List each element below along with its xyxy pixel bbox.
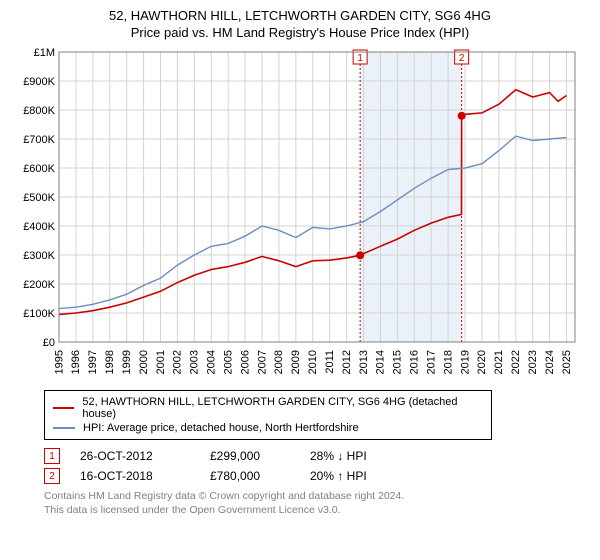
sale-marker-2: 2: [44, 468, 60, 484]
legend-item-property: 52, HAWTHORN HILL, LETCHWORTH GARDEN CIT…: [53, 395, 483, 421]
chart-area: £0 £100K £200K £300K £400K £500K £600K £700K £80…: [15, 44, 585, 384]
footer-line2: This data is licensed under the Open Gov…: [44, 504, 600, 518]
chart-title-line2: Price paid vs. HM Land Registry's House …: [0, 25, 600, 40]
svg-text:£0: £0: [43, 337, 55, 349]
page-root: 52, HAWTHORN HILL, LETCHWORTH GARDEN CIT…: [0, 0, 600, 517]
svg-text:2022: 2022: [510, 350, 522, 374]
svg-text:1998: 1998: [104, 350, 116, 374]
svg-text:2020: 2020: [476, 350, 488, 374]
svg-text:£800K: £800K: [23, 105, 55, 117]
sale-marker-2-num: 2: [49, 471, 55, 482]
legend-swatch-property: [53, 407, 74, 409]
svg-text:2003: 2003: [189, 350, 201, 374]
svg-text:2: 2: [459, 53, 465, 64]
svg-text:£1M: £1M: [34, 47, 55, 59]
svg-text:£900K: £900K: [23, 76, 55, 88]
line-chart-svg: £0 £100K £200K £300K £400K £500K £600K £700K £80…: [15, 44, 585, 384]
svg-text:2000: 2000: [138, 350, 150, 374]
svg-text:2007: 2007: [256, 350, 268, 374]
sale-date-1: 26-OCT-2012: [80, 449, 210, 463]
svg-text:£500K: £500K: [23, 192, 55, 204]
svg-text:2013: 2013: [358, 350, 370, 374]
sale-price-2: £780,000: [210, 469, 310, 483]
svg-text:2004: 2004: [206, 350, 218, 374]
svg-text:£200K: £200K: [23, 279, 55, 291]
svg-text:2019: 2019: [459, 350, 471, 374]
footer-line1: Contains HM Land Registry data © Crown c…: [44, 490, 600, 504]
sale-marker-1: 1: [44, 448, 60, 464]
svg-text:2005: 2005: [222, 350, 234, 374]
svg-text:2012: 2012: [341, 350, 353, 374]
svg-text:1999: 1999: [121, 350, 133, 374]
svg-text:£300K: £300K: [23, 250, 55, 262]
svg-text:£100K: £100K: [23, 308, 55, 320]
legend-box: 52, HAWTHORN HILL, LETCHWORTH GARDEN CIT…: [44, 390, 492, 440]
svg-text:2001: 2001: [155, 350, 167, 374]
svg-text:1995: 1995: [53, 350, 65, 374]
svg-text:2024: 2024: [544, 350, 556, 374]
sale-diff-1: 28% ↓ HPI: [310, 449, 430, 463]
sale-row-2: 2 16-OCT-2018 £780,000 20% ↑ HPI: [44, 468, 600, 484]
legend-item-hpi: HPI: Average price, detached house, Nort…: [53, 421, 483, 435]
sale-price-1: £299,000: [210, 449, 310, 463]
svg-text:2002: 2002: [172, 350, 184, 374]
svg-text:2006: 2006: [239, 350, 251, 374]
svg-text:1997: 1997: [87, 350, 99, 374]
sale-rows: 1 26-OCT-2012 £299,000 28% ↓ HPI 2 16-OC…: [44, 448, 600, 484]
svg-text:2018: 2018: [442, 350, 454, 374]
svg-text:2010: 2010: [307, 350, 319, 374]
svg-text:2009: 2009: [290, 350, 302, 374]
chart-title-line1: 52, HAWTHORN HILL, LETCHWORTH GARDEN CIT…: [0, 8, 600, 23]
sale-diff-2: 20% ↑ HPI: [310, 469, 430, 483]
svg-text:2016: 2016: [409, 350, 421, 374]
sale-row-1: 1 26-OCT-2012 £299,000 28% ↓ HPI: [44, 448, 600, 464]
svg-text:2017: 2017: [425, 350, 437, 374]
chart-title-block: 52, HAWTHORN HILL, LETCHWORTH GARDEN CIT…: [0, 0, 600, 44]
sale-marker-1-num: 1: [49, 451, 55, 462]
svg-text:2025: 2025: [561, 350, 573, 374]
svg-text:2011: 2011: [324, 350, 336, 374]
footer-attribution: Contains HM Land Registry data © Crown c…: [44, 490, 600, 517]
svg-text:2021: 2021: [493, 350, 505, 374]
svg-text:2008: 2008: [273, 350, 285, 374]
svg-text:2015: 2015: [392, 350, 404, 374]
legend-swatch-hpi: [53, 427, 75, 429]
svg-text:2014: 2014: [375, 350, 387, 374]
sale-date-2: 16-OCT-2018: [80, 469, 210, 483]
legend-text-property: 52, HAWTHORN HILL, LETCHWORTH GARDEN CIT…: [82, 396, 483, 420]
svg-text:1: 1: [357, 53, 363, 64]
svg-text:£700K: £700K: [23, 134, 55, 146]
svg-text:£600K: £600K: [23, 163, 55, 175]
legend-text-hpi: HPI: Average price, detached house, Nort…: [83, 422, 359, 434]
svg-text:£400K: £400K: [23, 221, 55, 233]
svg-text:2023: 2023: [527, 350, 539, 374]
svg-text:1996: 1996: [70, 350, 82, 374]
